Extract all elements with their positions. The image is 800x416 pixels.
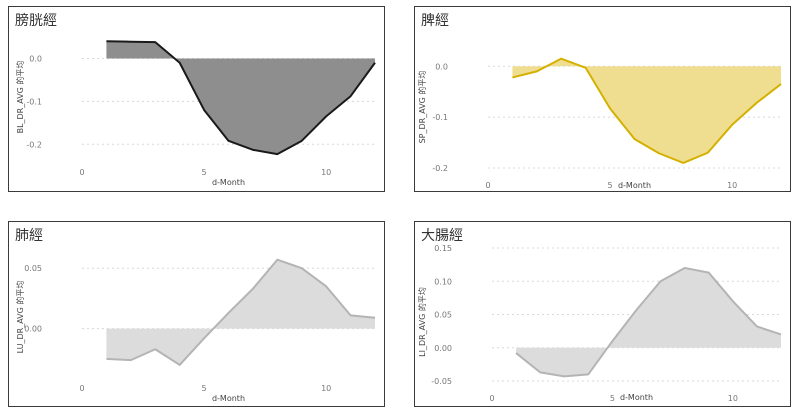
chart-svg: 0.05 0.00 0 5 10 d-Month LU_DR_AVG 的平均 xyxy=(15,258,376,403)
chart-panel-li: 大腸經 0.15 0.10 0.05 0.00 -0.05 0 5 10 d-Month LI_D… xyxy=(414,221,791,407)
x-tick-label: 5 xyxy=(608,181,613,190)
y-tick-label: 0.05 xyxy=(24,264,42,273)
chart-title: 膀胱經 xyxy=(15,13,57,29)
y-tick-label: 0.15 xyxy=(434,244,452,253)
y-tick-label: -0.2 xyxy=(432,164,448,173)
x-tick-label: 5 xyxy=(610,394,615,403)
chart-svg: 0.0 -0.1 -0.2 0 5 10 d-Month BL_DR_AVG 的平均 xyxy=(15,40,376,187)
chart-panel-lu: 肺經 0.05 0.00 0 5 10 d-Month LU_DR_AVG 的平均 xyxy=(8,221,385,407)
y-tick-label: -0.05 xyxy=(431,377,452,386)
series-line xyxy=(106,258,376,366)
x-axis-label: d-Month xyxy=(212,394,245,403)
x-tick-label: 10 xyxy=(728,394,738,403)
y-tick-label: 0.00 xyxy=(434,344,452,353)
series-area xyxy=(516,267,781,377)
chart-panel-bl: 膀胱經 0.0 -0.1 -0.2 0 5 10 d-Month BL_DR_AVG 的平均 xyxy=(8,6,385,192)
chart-panel-sp: 脾經 0.0 -0.1 -0.2 0 5 10 d-Month SP_DR_AVG 的平均 xyxy=(414,6,791,192)
chart-title: 脾經 xyxy=(421,13,449,29)
x-tick-label: 0 xyxy=(485,181,490,190)
x-axis-label: d-Month xyxy=(618,181,651,190)
y-tick-label: -0.1 xyxy=(432,113,448,122)
y-axis-label: LU_DR_AVG 的平均 xyxy=(15,281,25,354)
x-tick-label: 0 xyxy=(79,384,84,393)
series-line xyxy=(515,266,782,378)
y-tick-label: 0.0 xyxy=(435,62,448,71)
chart-title: 肺經 xyxy=(15,228,43,244)
x-tick-label: 10 xyxy=(321,168,331,177)
y-axis-label: SP_DR_AVG 的平均 xyxy=(417,71,427,144)
y-axis-label: BL_DR_AVG 的平均 xyxy=(15,61,25,134)
series-line xyxy=(106,40,376,156)
chart-svg: 0.15 0.10 0.05 0.00 -0.05 0 5 10 d-Month LI_DR_AV… xyxy=(417,244,782,403)
series-area xyxy=(512,58,781,163)
y-tick-label: -0.2 xyxy=(26,140,42,149)
series-line xyxy=(512,57,782,164)
x-tick-label: 5 xyxy=(202,168,207,177)
chart-svg: 0.0 -0.1 -0.2 0 5 10 d-Month SP_DR_AVG 的平均 xyxy=(417,57,782,190)
x-tick-label: 5 xyxy=(202,384,207,393)
chart-title: 大腸經 xyxy=(421,228,463,244)
x-tick-label: 10 xyxy=(727,181,737,190)
x-tick-label: 10 xyxy=(321,384,331,393)
y-tick-label: 0.10 xyxy=(434,277,452,286)
x-tick-label: 0 xyxy=(79,168,84,177)
x-axis-label: d-Month xyxy=(212,178,245,187)
x-tick-label: 0 xyxy=(489,394,494,403)
y-tick-label: 0.0 xyxy=(29,54,42,63)
y-tick-label: 0.05 xyxy=(434,311,452,320)
series-area xyxy=(106,41,376,155)
y-tick-label: 0.00 xyxy=(24,325,42,334)
series-area xyxy=(106,259,376,365)
y-axis-label: LI_DR_AVG 的平均 xyxy=(417,287,427,357)
y-tick-label: -0.1 xyxy=(26,97,42,106)
x-axis-label: d-Month xyxy=(620,393,653,402)
